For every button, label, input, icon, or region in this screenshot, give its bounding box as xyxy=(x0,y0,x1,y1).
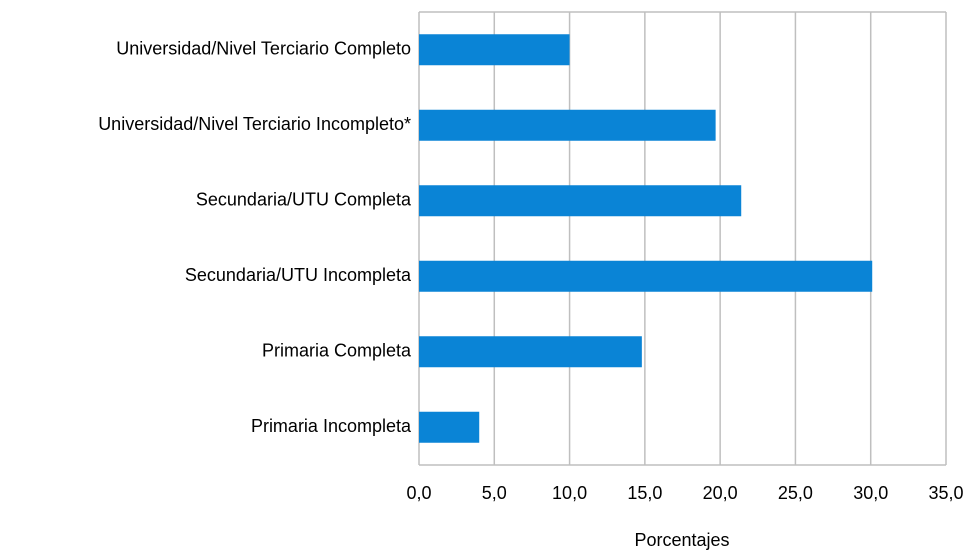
y-tick-label: Secundaria/UTU Completa xyxy=(196,190,412,210)
bar xyxy=(419,411,480,443)
x-tick-label: 15,0 xyxy=(627,483,662,503)
x-tick-label: 10,0 xyxy=(552,483,587,503)
x-tick-label: 20,0 xyxy=(703,483,738,503)
x-tick-label: 30,0 xyxy=(853,483,888,503)
x-tick-label: 0,0 xyxy=(406,483,431,503)
x-tick-label: 35,0 xyxy=(928,483,963,503)
y-tick-label: Primaria Completa xyxy=(262,341,412,361)
y-tick-label: Universidad/Nivel Terciario Incompleto* xyxy=(98,114,411,134)
bar xyxy=(419,34,570,66)
y-tick-label: Primaria Incompleta xyxy=(251,416,412,436)
bar xyxy=(419,260,873,292)
bar xyxy=(419,109,716,141)
x-tick-label: 25,0 xyxy=(778,483,813,503)
x-tick-label: 5,0 xyxy=(482,483,507,503)
bar xyxy=(419,185,742,217)
x-axis-title: Porcentajes xyxy=(634,530,729,550)
y-tick-label: Secundaria/UTU Incompleta xyxy=(185,265,412,285)
y-tick-label: Universidad/Nivel Terciario Completo xyxy=(116,39,411,59)
bar xyxy=(419,336,642,368)
